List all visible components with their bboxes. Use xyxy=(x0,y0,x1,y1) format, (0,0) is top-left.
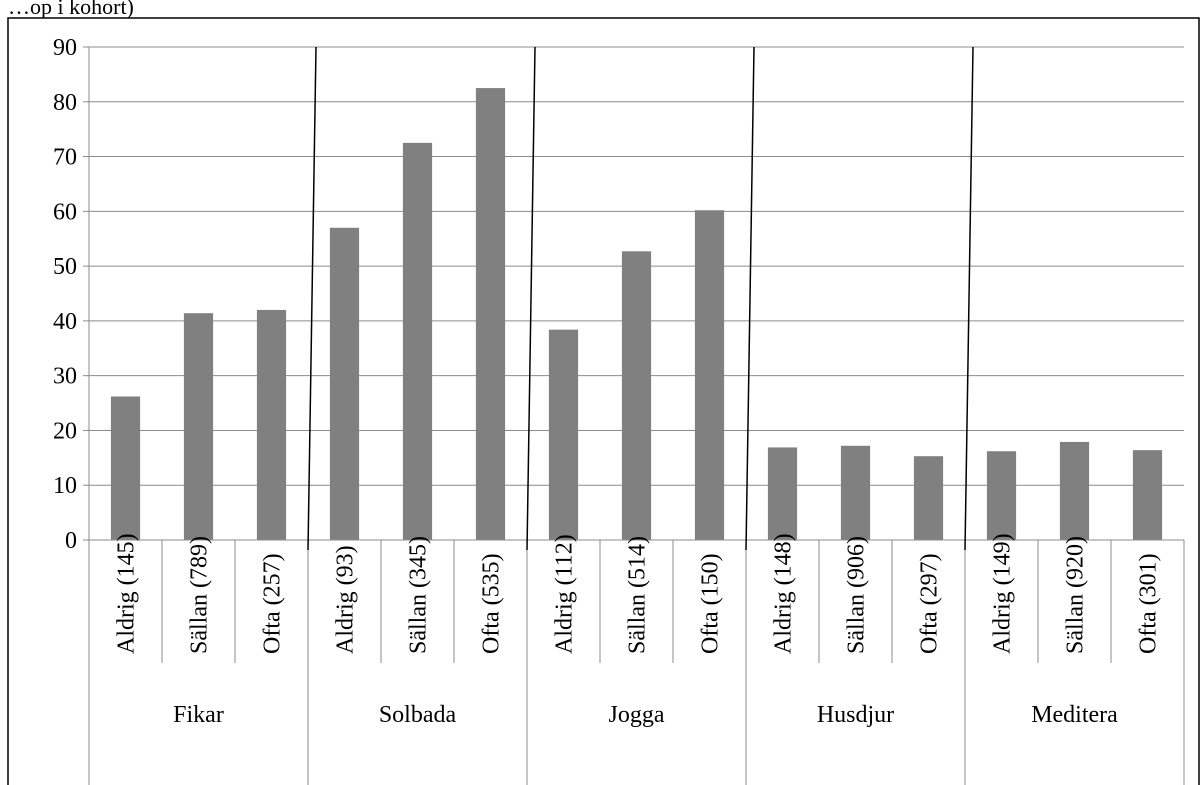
x-tick-label: Sällan (920) xyxy=(1063,536,1089,654)
x-tick-label: Ofta (301) xyxy=(1136,553,1162,654)
y-tick-label: 0 xyxy=(65,528,77,554)
x-tick-label: Sällan (789) xyxy=(187,536,213,654)
x-tick-label: Aldrig (93) xyxy=(333,545,359,654)
x-tick-label: Ofta (257) xyxy=(260,553,286,654)
group-label: Husdjur xyxy=(817,702,894,728)
chart-frame xyxy=(7,17,1200,785)
header-fragment: …op i kohort) xyxy=(8,0,134,19)
bar xyxy=(402,142,433,540)
group-label: Solbada xyxy=(379,702,457,728)
x-tick-label: Ofta (535) xyxy=(479,553,505,654)
bar xyxy=(1132,450,1163,540)
bar xyxy=(767,447,798,540)
x-tick-label: Sällan (345) xyxy=(406,536,432,654)
x-tick-label: Ofta (297) xyxy=(917,553,943,654)
y-tick-label: 50 xyxy=(53,254,77,280)
y-tick-label: 20 xyxy=(53,418,77,444)
y-tick-label: 40 xyxy=(53,309,77,335)
bar xyxy=(475,88,506,540)
y-tick-label: 30 xyxy=(53,364,77,390)
x-tick-label: Aldrig (112) xyxy=(552,534,578,654)
group-label: Jogga xyxy=(609,702,665,728)
bar xyxy=(621,251,652,540)
group-label: Fikar xyxy=(173,702,224,728)
bar xyxy=(183,313,214,540)
x-tick-label: Aldrig (149) xyxy=(990,533,1016,654)
bar xyxy=(548,329,579,540)
bar xyxy=(256,309,287,540)
bar xyxy=(694,210,725,540)
bar xyxy=(913,456,944,540)
bar xyxy=(840,445,871,540)
group-separator-line xyxy=(964,46,974,551)
y-tick-label: 70 xyxy=(53,145,77,171)
bar xyxy=(986,451,1017,540)
bar xyxy=(1059,441,1090,540)
bar xyxy=(329,227,360,540)
y-tick-label: 90 xyxy=(53,35,77,61)
y-tick-label: 60 xyxy=(53,199,77,225)
x-tick-label: Aldrig (148) xyxy=(771,533,797,654)
group-separator-line xyxy=(307,46,317,551)
x-tick-label: Sällan (906) xyxy=(844,536,870,654)
y-tick-label: 80 xyxy=(53,90,77,116)
group-label: Meditera xyxy=(1031,702,1118,728)
y-tick-label: 10 xyxy=(53,473,77,499)
group-separator-line xyxy=(745,46,755,551)
x-tick-label: Aldrig (145) xyxy=(114,533,140,654)
x-tick-label: Ofta (150) xyxy=(698,553,724,654)
x-tick-label: Sällan (514) xyxy=(625,536,651,654)
bar xyxy=(110,396,141,540)
group-separator-line xyxy=(526,46,536,551)
